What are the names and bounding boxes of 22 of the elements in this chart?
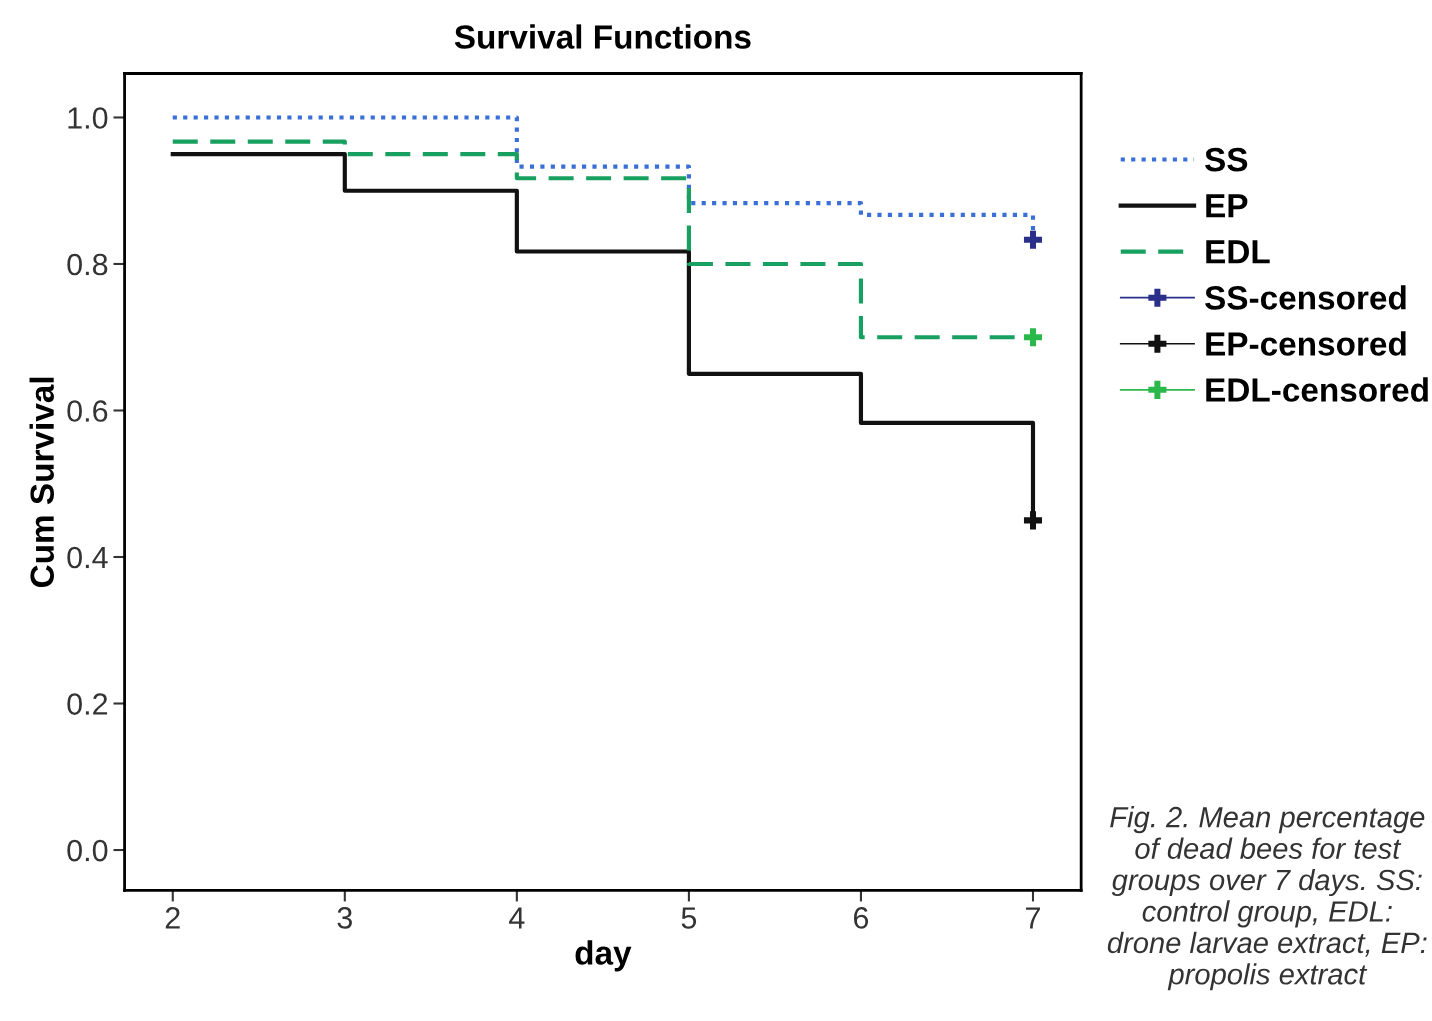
x-tick-label: 2: [165, 907, 180, 929]
legend-label: EP-censored: [1206, 331, 1406, 356]
x-axis-title: day: [575, 940, 632, 972]
y-tick-label: 0.0: [67, 839, 108, 862]
legend-label: EDL: [1206, 240, 1270, 264]
y-tick-label: 0.2: [67, 693, 108, 715]
y-tick-label: 1.0: [68, 107, 108, 129]
caption: Fig. 2. Mean percentage of dead bees for test groups over 7 days. SS: control group, EDL: drone larvae extract, EP: propolis extract: [1107, 806, 1427, 991]
x-tick-label: 4: [509, 907, 525, 929]
x-tick-label: 7: [1026, 907, 1040, 929]
y-tick-label: 0.6: [67, 400, 108, 422]
x-tick-label: 3: [337, 907, 352, 929]
y-tick-label: 0.8: [67, 253, 108, 276]
y-tick-label: 0.4: [67, 546, 108, 569]
chart-title: Survival Functions: [454, 24, 751, 49]
x-tick-label: 6: [854, 907, 869, 929]
legend-label: SS-censored: [1205, 285, 1406, 310]
y-axis-title: Cum Survival: [29, 377, 54, 588]
legend-label: SS: [1205, 147, 1248, 172]
x-tick-label: 5: [681, 907, 697, 929]
legend-label: EP: [1206, 194, 1248, 218]
legend-label: EDL-censored: [1206, 377, 1428, 402]
